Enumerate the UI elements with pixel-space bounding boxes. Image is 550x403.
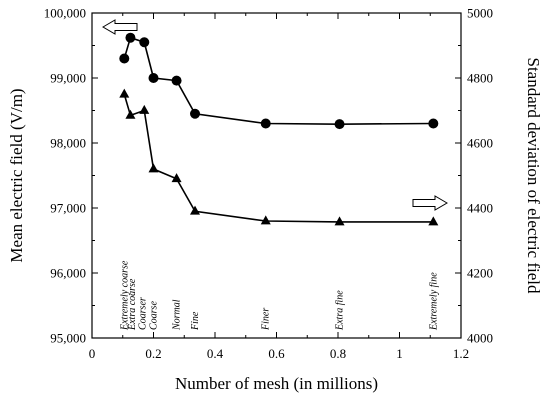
y-right-tick-label: 4800 <box>467 71 493 86</box>
x-tick-label: 1 <box>396 346 403 361</box>
x-tick-label: 0.6 <box>268 346 285 361</box>
triangle-point <box>139 104 150 114</box>
series-line <box>123 36 434 125</box>
y-left-tick-label: 95,000 <box>50 331 86 346</box>
left-axis-arrow <box>102 19 138 35</box>
x-tick-label: 0 <box>89 346 96 361</box>
x-axis-title: Number of mesh (in millions) <box>175 374 378 393</box>
circle-point <box>148 73 159 83</box>
x-tick-label: 1.2 <box>453 346 469 361</box>
y-left-tick-label: 99,000 <box>50 71 86 86</box>
mesh-label: Coarser <box>138 297 149 330</box>
triangle-point <box>428 216 439 226</box>
y-right-tick-label: 5000 <box>467 6 493 21</box>
circle-point <box>171 75 182 86</box>
series-group <box>119 32 439 226</box>
mesh-label: Extra fine <box>335 290 346 331</box>
tick-marks <box>91 12 462 339</box>
circle-point <box>139 37 150 48</box>
triangle-point <box>190 205 201 215</box>
triangle-point <box>125 109 136 119</box>
circle-point <box>260 118 271 129</box>
y-right-tick-label: 4200 <box>467 266 493 281</box>
triangle-point <box>171 173 182 183</box>
series-circle <box>119 32 439 130</box>
circle-point <box>119 53 130 64</box>
plot-border <box>91 12 462 339</box>
triangle-point <box>119 88 130 98</box>
x-tick-label: 0.8 <box>330 346 346 361</box>
y-axis-right-title: Standard deviation of electric field <box>524 57 543 294</box>
plot-frame <box>91 12 462 339</box>
mesh-label: Fine <box>190 311 201 331</box>
mesh-label: Extremely coarse <box>119 260 130 331</box>
triangle-point <box>260 215 271 225</box>
tick-labels: 0 0.2 0.4 0.6 0.8 1 1.2 95,000 96,000 97,000 98,00… <box>44 6 493 362</box>
mesh-label: Normal <box>172 299 183 331</box>
circle-point <box>428 118 439 129</box>
y-axis-left-title: Mean electric field (V/m) <box>7 88 26 262</box>
mesh-label: Extra coarse <box>127 278 138 331</box>
mesh-label: Finer <box>261 308 272 331</box>
triangle-point <box>334 216 345 226</box>
y-right-tick-label: 4000 <box>467 331 493 346</box>
series-triangle <box>119 88 439 226</box>
mesh-label: Extremely fine <box>428 272 439 331</box>
circle-point <box>125 32 136 43</box>
right-axis-arrow <box>412 195 448 211</box>
series-line <box>123 94 434 223</box>
axis-arrows <box>102 19 448 211</box>
y-right-tick-label: 4400 <box>467 201 493 216</box>
y-left-tick-label: 100,000 <box>44 6 86 21</box>
y-left-tick-label: 96,000 <box>50 266 86 281</box>
mesh-label: Coarse <box>149 301 160 330</box>
y-left-tick-label: 98,000 <box>50 136 86 151</box>
circle-point <box>190 108 201 119</box>
circle-point <box>334 119 345 130</box>
y-left-tick-label: 97,000 <box>50 201 86 216</box>
triangle-point <box>148 163 159 173</box>
x-tick-label: 0.4 <box>207 346 224 361</box>
y-right-tick-label: 4600 <box>467 136 493 151</box>
x-tick-label: 0.2 <box>145 346 161 361</box>
